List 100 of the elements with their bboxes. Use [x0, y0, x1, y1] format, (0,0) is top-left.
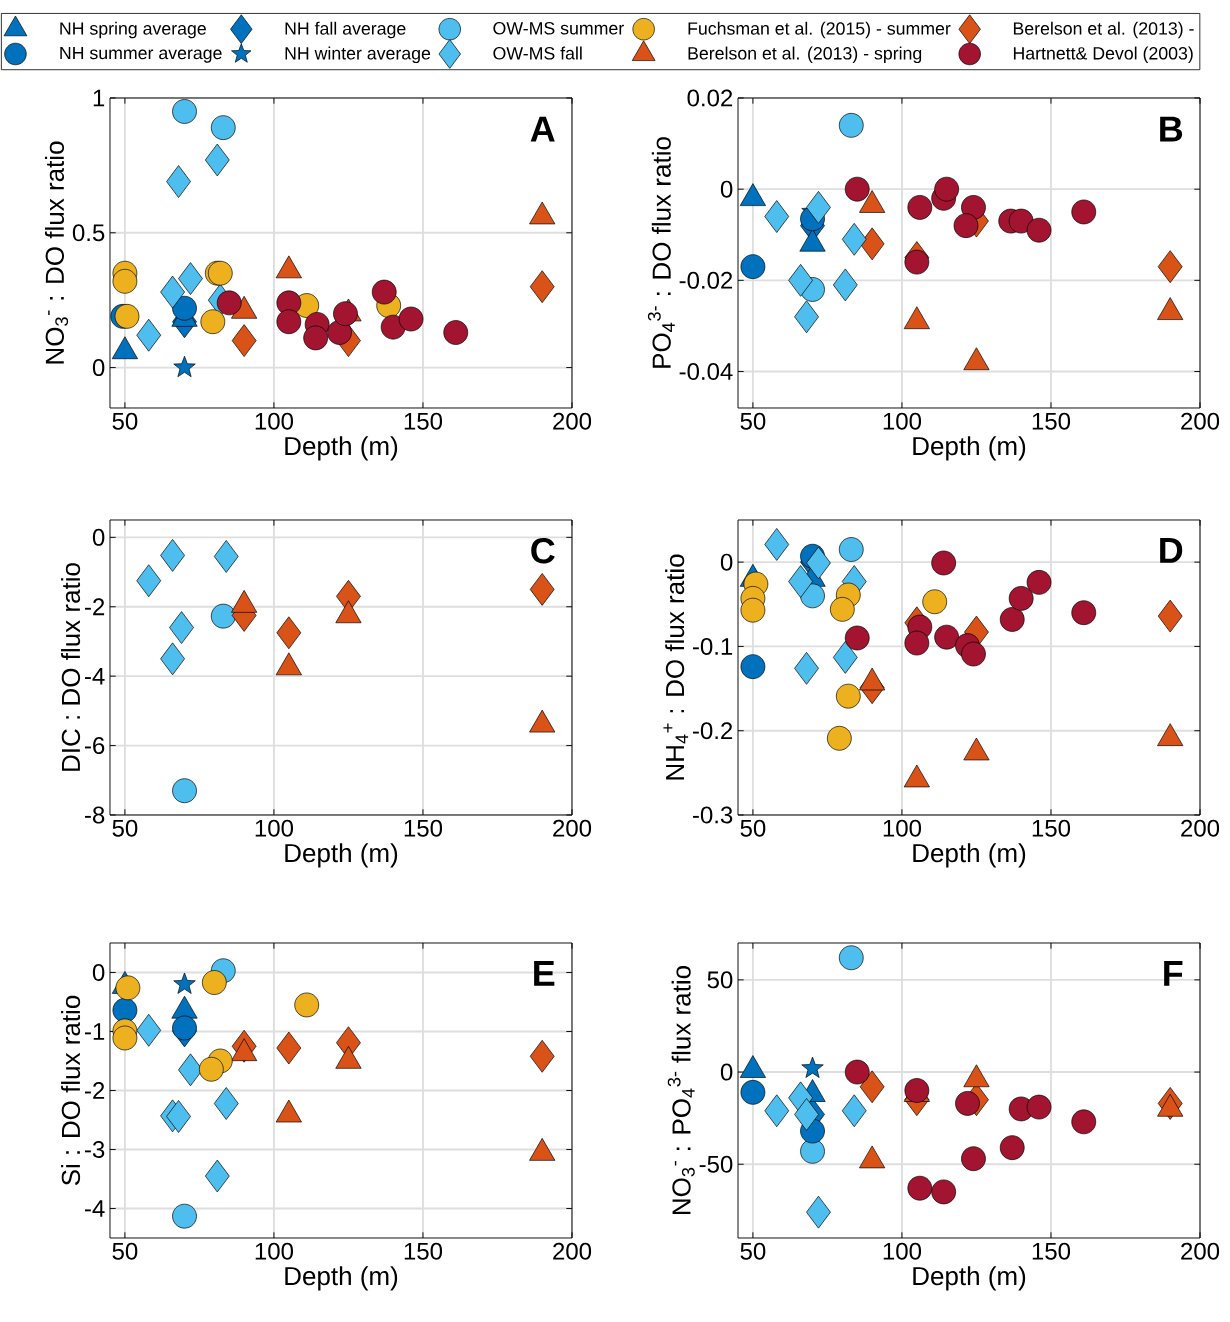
point: [1157, 599, 1183, 633]
y-tick-label: -8: [85, 806, 105, 824]
point: [443, 320, 469, 345]
point: [999, 607, 1025, 632]
x-axis-title: Depth (m): [285, 843, 398, 868]
x-tick-label: 100: [255, 412, 294, 430]
point: [788, 565, 813, 598]
y-tick-label: -4: [85, 667, 105, 685]
y-tick-label: 50: [707, 971, 733, 989]
point: [173, 972, 196, 994]
point: [931, 550, 957, 576]
point: [829, 597, 855, 622]
y-tick-label: -2: [85, 598, 105, 616]
legend-label: NH summer average: [60, 46, 222, 63]
point: [907, 195, 933, 220]
x-tick-label: 150: [1032, 1242, 1071, 1260]
x-tick-label: 200: [553, 412, 592, 430]
x-tick-label: 50: [740, 819, 766, 837]
point: [166, 165, 191, 198]
point: [166, 1100, 191, 1133]
point: [178, 1053, 203, 1087]
annotation: E: [534, 960, 555, 986]
y-tick-label: 1: [93, 89, 105, 107]
x-tick-label: 100: [883, 412, 922, 430]
point: [115, 975, 141, 1001]
legend-label: OW-MS fall: [493, 46, 582, 60]
y-axis-title: PO$_{4}$$^{3-}$ : DO flux ratio: [647, 137, 675, 368]
annotation: D: [1160, 537, 1183, 563]
point: [800, 583, 825, 609]
y-tick-label: -0.1: [693, 637, 733, 655]
point: [112, 1025, 138, 1051]
y-tick-label: 0: [720, 180, 733, 198]
point: [112, 997, 138, 1023]
y-axis-title: NO$_{3}$$^{-}$ : PO$_{4}$$^{3-}$ flux ratio: [667, 965, 695, 1214]
x-axis-title: Depth (m): [913, 1266, 1026, 1291]
point: [740, 1080, 766, 1105]
annotation: A: [530, 116, 555, 142]
point: [333, 301, 358, 326]
x-tick-label: 200: [553, 1242, 592, 1260]
x-tick-label: 100: [883, 819, 922, 837]
point: [160, 539, 185, 572]
point: [794, 300, 819, 334]
point: [160, 275, 185, 309]
point: [172, 1015, 197, 1041]
y-tick-label: -6: [85, 737, 105, 755]
x-tick-label: 100: [883, 1242, 922, 1260]
point: [1026, 570, 1052, 595]
point: [859, 1070, 885, 1104]
point: [904, 249, 930, 275]
x-axis-title: Depth (m): [285, 436, 398, 461]
y-tick-label: -0.2: [693, 722, 733, 740]
y-axis-title: DIC : DO flux ratio: [61, 563, 81, 771]
x-tick-label: 200: [553, 819, 592, 837]
point: [961, 641, 986, 667]
point: [1071, 1109, 1097, 1135]
x-tick-label: 150: [404, 412, 443, 430]
point: [231, 324, 257, 357]
point: [112, 268, 138, 294]
point: [172, 295, 197, 321]
y-tick-label: -0.04: [679, 363, 733, 381]
point: [1026, 1094, 1052, 1120]
point: [1008, 208, 1034, 234]
x-tick-label: 150: [1032, 412, 1071, 430]
point: [961, 195, 986, 220]
point: [213, 1087, 239, 1120]
point: [178, 262, 203, 295]
point: [838, 537, 864, 562]
x-tick-label: 100: [255, 1242, 294, 1260]
point: [172, 99, 197, 124]
point: [832, 268, 858, 302]
point: [740, 654, 766, 679]
x-axis-title: Depth (m): [285, 1266, 398, 1291]
point: [1071, 600, 1097, 626]
annotation: C: [531, 537, 555, 564]
y-tick-label: -3: [85, 1140, 105, 1158]
x-tick-label: 150: [404, 819, 443, 837]
x-axis-title: Depth (m): [913, 436, 1026, 461]
point: [303, 325, 328, 351]
point: [794, 1098, 819, 1131]
y-tick-label: 0.02: [687, 89, 733, 107]
x-tick-label: 50: [740, 1242, 766, 1260]
point: [529, 573, 555, 606]
point: [844, 176, 870, 202]
point: [806, 546, 831, 580]
point: [199, 1056, 224, 1082]
point: [1071, 199, 1097, 225]
legend-label: OW-MS summer: [493, 22, 624, 35]
x-tick-label: 150: [404, 1242, 443, 1260]
point: [200, 309, 226, 335]
point: [172, 778, 197, 804]
point: [173, 355, 196, 378]
y-tick-label: -4: [85, 1200, 105, 1217]
point: [835, 683, 861, 709]
point: [838, 113, 864, 138]
point: [999, 1135, 1025, 1160]
y-tick-label: -0.3: [693, 806, 733, 824]
x-tick-label: 50: [740, 412, 766, 430]
y-tick-label: -1: [85, 1023, 105, 1040]
point: [529, 270, 555, 304]
point: [1157, 250, 1183, 284]
